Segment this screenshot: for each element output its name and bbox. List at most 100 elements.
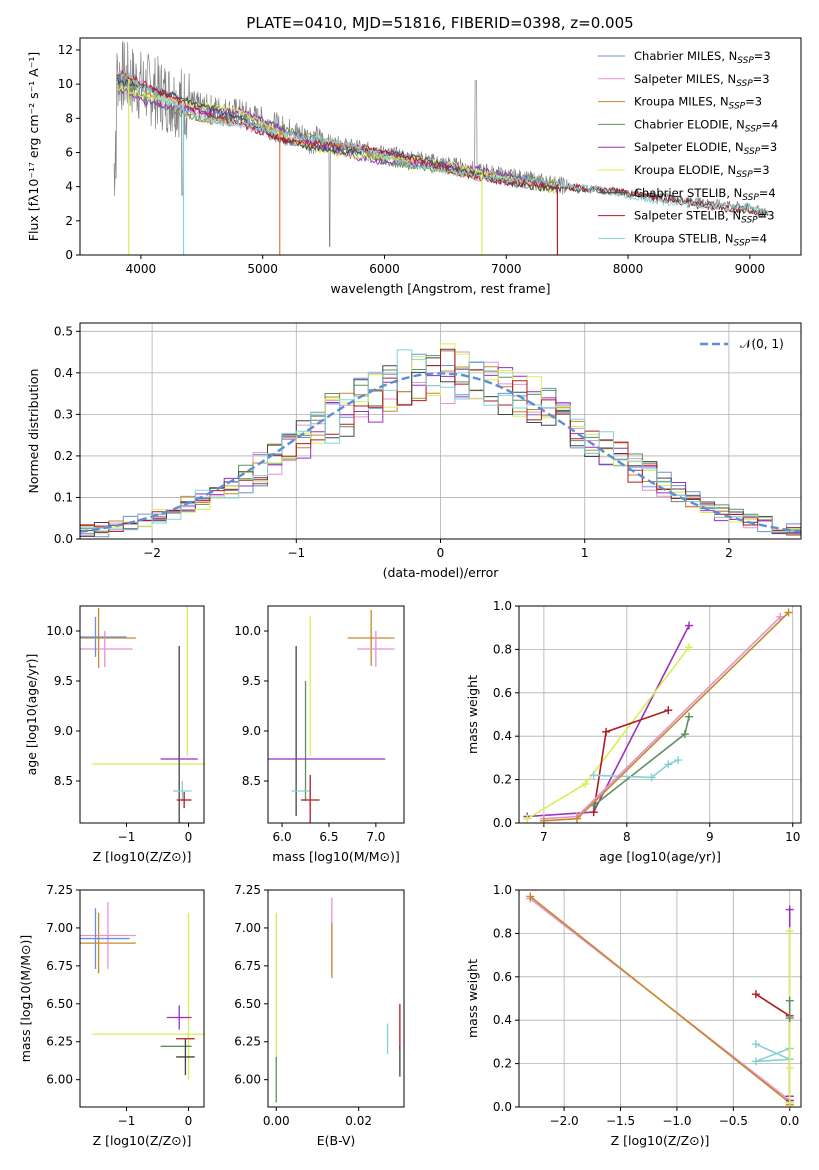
- legend-entry: Kroupa ELODIE, NSSP=3: [634, 163, 770, 180]
- y-tick-label: 9.5: [242, 674, 261, 688]
- y-tick-label: 8.5: [242, 774, 261, 788]
- mass-weight-marker: [664, 706, 673, 715]
- axes-frame: [518, 889, 802, 1108]
- mass-weight-marker: [685, 643, 694, 652]
- mass-weight-marker: [664, 760, 673, 769]
- errorbar-plot: [268, 610, 395, 823]
- mass-weight-marker: [674, 756, 683, 765]
- x-tick-label: −2.0: [550, 1114, 579, 1128]
- y-tick-label: 6.25: [234, 1035, 261, 1049]
- y-tick-label: 7.25: [234, 883, 261, 897]
- massZ-panel: −1 0 6.00 6.25 6.50 6.75 7.00 7.25 Z [log10(Z/Z⊙…: [18, 883, 205, 1148]
- mass-weight-marker: [647, 773, 656, 782]
- y-tick-label: 6.00: [46, 1073, 73, 1087]
- y-axis-label: mass weight: [465, 675, 480, 754]
- errorbar-plot: [275, 897, 401, 1103]
- axes-frame: [79, 37, 802, 256]
- x-tick-label: 0: [185, 1114, 193, 1128]
- y-tick-label: 0.0: [493, 816, 512, 830]
- mass-weight-marker: [581, 779, 590, 788]
- model-spectrum-line: [116, 69, 769, 215]
- x-tick-label: −1: [287, 546, 305, 560]
- legend-entry: 𝒩(0, 1): [740, 337, 784, 351]
- mass-weight-marker: [784, 608, 793, 617]
- y-tick-label: 0.4: [493, 729, 512, 743]
- mass-weight-marker: [751, 990, 760, 999]
- ageZ-panel: −1 0 8.5 9.0 9.5 10.0 Z [log10(Z/Z⊙)] age [log1…: [24, 605, 205, 864]
- y-tick-label: 0.6: [493, 970, 512, 984]
- axes-frame: [79, 605, 205, 824]
- y-tick-label: 0.8: [493, 926, 512, 940]
- y-tick-label: 6.75: [46, 959, 73, 973]
- figure-title: PLATE=0410, MJD=51816, FIBERID=0398, z=0…: [246, 14, 633, 32]
- x-tick-label: 6.5: [319, 830, 338, 844]
- x-axis-label: Z [log10(Z/Z⊙)]: [93, 849, 192, 864]
- y-tick-label: 7.25: [46, 883, 73, 897]
- x-tick-label: 5000: [247, 262, 278, 276]
- mass-weight-marker: [573, 814, 582, 823]
- axes-frame: [267, 605, 405, 824]
- x-tick-label: 0.00: [263, 1114, 290, 1128]
- mass-weight-marker: [785, 1014, 794, 1023]
- legend-entry: Kroupa MILES, NSSP=3: [634, 95, 762, 112]
- x-tick-label: 8: [623, 830, 631, 844]
- axes-frame: [79, 322, 802, 540]
- spectrum-legend: Chabrier MILES, NSSP=3 Salpeter MILES, NS…: [598, 49, 778, 248]
- legend-entry: Chabrier STELIB, NSSP=4: [634, 186, 776, 203]
- x-tick-label: 0: [185, 830, 193, 844]
- histogram-plot: [80, 343, 801, 539]
- x-axis-label: (data-model)/error: [383, 565, 500, 580]
- spectrum-plot: [113, 41, 769, 255]
- mass-weight-marker: [680, 730, 689, 739]
- y-tick-label: 0.4: [493, 1013, 512, 1027]
- x-tick-label: 6.0: [273, 830, 292, 844]
- y-tick-label: 0.1: [54, 490, 73, 504]
- x-axis-label: E(B-V): [317, 1133, 356, 1148]
- mass-weight-marker: [526, 892, 535, 901]
- mass-weight-line: [529, 895, 791, 1105]
- y-axis-label: mass [log10(M/M⊙)]: [18, 935, 33, 1063]
- x-tick-label: 0: [437, 546, 445, 560]
- normal-distribution-curve: [80, 372, 801, 533]
- x-axis-label: age [log10(age/yr)]: [599, 849, 721, 864]
- y-tick-label: 10.0: [46, 624, 73, 638]
- y-tick-label: 8: [65, 111, 73, 125]
- ageM-panel: 6.0 6.5 7.0 8.5 9.0 9.5 10.0 mass [log10(M/M⊙)]: [234, 605, 405, 864]
- x-tick-label: 7000: [491, 262, 522, 276]
- x-tick-label: −0.5: [719, 1114, 748, 1128]
- y-tick-label: 7.00: [46, 921, 73, 935]
- y-tick-label: 12: [58, 43, 73, 57]
- axes-frame: [79, 889, 205, 1108]
- x-tick-label: −1.5: [606, 1114, 635, 1128]
- y-tick-label: 6: [65, 145, 73, 159]
- y-tick-label: 6.50: [234, 997, 261, 1011]
- x-axis-label: Z [log10(Z/Z⊙)]: [611, 1133, 710, 1148]
- x-tick-label: 7: [540, 830, 548, 844]
- x-tick-label: 0.0: [780, 1114, 799, 1128]
- legend-entry: Chabrier ELODIE, NSSP=4: [634, 117, 778, 134]
- mass-weight-line: [529, 898, 791, 1105]
- x-axis-label: mass [log10(M/M⊙)]: [272, 849, 400, 864]
- y-tick-label: 0.8: [493, 642, 512, 656]
- mass-weight-marker: [602, 727, 611, 736]
- mass-weight-marker: [751, 1040, 760, 1049]
- mass-weight-marker: [685, 621, 694, 630]
- massE-panel: 0.00 0.02 6.00 6.25 6.50 6.75 7.00 7.25 E(B-V): [234, 883, 405, 1148]
- x-tick-label: 9: [706, 830, 714, 844]
- mwZ-panel: −2.0 −1.5 −1.0 −0.5 0.0 0.0 0.2 0.4 0.6 0.8 1.0 Z […: [465, 883, 802, 1148]
- mass-weight-marker: [589, 771, 598, 780]
- x-tick-label: 6000: [369, 262, 400, 276]
- y-tick-label: 6.25: [46, 1035, 73, 1049]
- x-tick-label: 9000: [735, 262, 766, 276]
- y-axis-label: Normed distribution: [26, 369, 41, 494]
- mwAge-panel: 7 8 9 10 0.0 0.2 0.4 0.6 0.8 1.0 age [log10(age/yr…: [465, 599, 802, 864]
- y-tick-label: 0.3: [54, 407, 73, 421]
- y-axis-label: mass weight: [465, 959, 480, 1038]
- x-tick-label: −2: [143, 546, 161, 560]
- x-tick-label: 10: [785, 830, 800, 844]
- y-tick-label: 0: [65, 248, 73, 262]
- y-tick-label: 0.4: [54, 366, 73, 380]
- y-tick-label: 6.50: [46, 997, 73, 1011]
- y-tick-label: 0.2: [493, 1057, 512, 1071]
- x-tick-label: 1: [581, 546, 589, 560]
